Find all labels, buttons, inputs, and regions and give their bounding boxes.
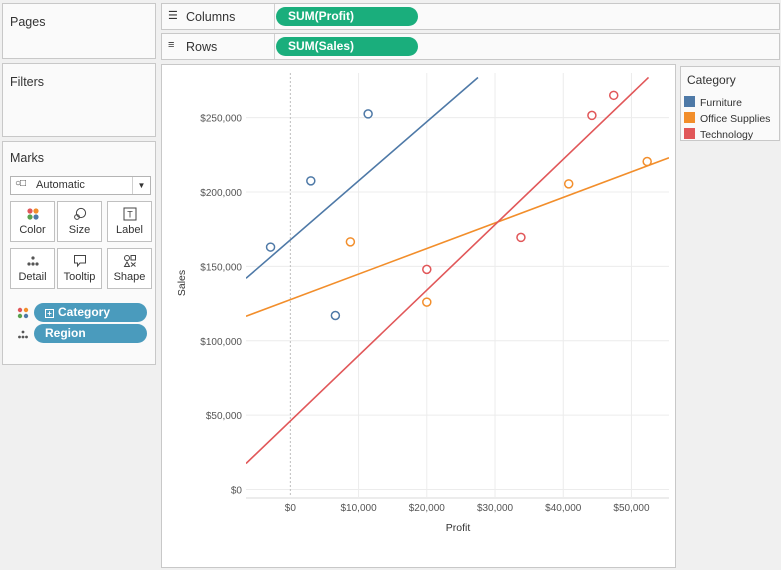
- rows-icon: ≡: [168, 39, 175, 51]
- x-tick-label: $40,000: [545, 503, 582, 514]
- marks-title: Marks: [10, 151, 45, 165]
- trend-line-furniture: [246, 76, 479, 279]
- shape-button-label: Shape: [113, 271, 146, 283]
- label-button[interactable]: T Label: [107, 201, 152, 242]
- label-T-icon: T: [108, 202, 151, 224]
- point-technology[interactable]: [516, 232, 526, 243]
- size-icon: [58, 202, 101, 224]
- point-furniture[interactable]: [265, 242, 276, 252]
- rows-shelf[interactable]: ≡ Rows SUM(Sales): [161, 33, 780, 60]
- x-tick-label: $30,000: [477, 503, 514, 514]
- columns-icon: ☰: [168, 10, 178, 22]
- category-field-label: Category: [58, 305, 111, 319]
- x-tick-label: $20,000: [409, 503, 446, 514]
- shelf-divider: [274, 34, 275, 59]
- category-field-pill[interactable]: + Category: [34, 303, 147, 322]
- marks-panel: Marks ○□ Automatic ▼ Color Size T Label …: [2, 141, 156, 365]
- point-technology[interactable]: [608, 90, 619, 101]
- color-button[interactable]: Color: [10, 201, 55, 242]
- point-furniture[interactable]: [363, 109, 373, 119]
- filters-panel: Filters: [2, 63, 156, 137]
- mark-type-value: Automatic: [36, 179, 85, 191]
- pages-title: Pages: [10, 15, 46, 29]
- size-button[interactable]: Size: [57, 201, 102, 242]
- point-office-supplies[interactable]: [422, 297, 432, 307]
- tooltip-bubble-icon: [58, 249, 101, 271]
- sales-row-pill[interactable]: SUM(Sales): [276, 37, 418, 56]
- detail-dots-icon: [11, 249, 54, 271]
- columns-label: Columns: [186, 10, 236, 24]
- legend-swatch: [684, 96, 695, 107]
- legend-swatch: [684, 128, 695, 139]
- legend-item-office-supplies[interactable]: Office Supplies: [684, 112, 770, 126]
- label-button-label: Label: [116, 224, 143, 236]
- pages-panel: Pages: [2, 3, 156, 59]
- point-office-supplies[interactable]: [345, 237, 356, 247]
- rows-label: Rows: [186, 40, 218, 54]
- point-furniture[interactable]: [306, 176, 316, 186]
- tooltip-button-label: Tooltip: [63, 271, 96, 283]
- color-button-label: Color: [19, 224, 46, 236]
- legend-label: Technology: [700, 129, 754, 141]
- y-tick-label: $200,000: [200, 188, 242, 199]
- y-tick-label: $0: [231, 486, 243, 497]
- svg-text:T: T: [127, 210, 133, 220]
- detail-button[interactable]: Detail: [10, 248, 55, 289]
- detail-encoding-icon: [17, 328, 29, 346]
- legend-item-technology[interactable]: Technology: [684, 128, 753, 142]
- legend-swatch: [684, 112, 695, 123]
- point-technology[interactable]: [587, 110, 597, 121]
- expand-plus-icon: +: [45, 309, 54, 318]
- scatter-chart[interactable]: $0 $50,000 $100,000 $150,000 $200,000 $250,00…: [162, 65, 675, 567]
- region-field-pill[interactable]: Region: [34, 324, 147, 343]
- x-tick-label: $10,000: [340, 503, 377, 514]
- point-office-supplies[interactable]: [642, 156, 652, 167]
- point-technology[interactable]: [422, 264, 432, 275]
- mark-type-dropdown[interactable]: ○□ Automatic ▼: [10, 176, 151, 195]
- chevron-down-icon[interactable]: ▼: [132, 177, 150, 194]
- tooltip-button[interactable]: Tooltip: [57, 248, 102, 289]
- point-furniture[interactable]: [330, 310, 341, 321]
- category-legend: Category Furniture Office Supplies Techn…: [680, 66, 780, 141]
- shelf-divider: [274, 4, 275, 29]
- x-tick-label: $50,000: [613, 503, 650, 514]
- chart-view: $0 $50,000 $100,000 $150,000 $200,000 $250,00…: [161, 64, 676, 568]
- x-tick-label: $0: [285, 503, 297, 514]
- columns-shelf[interactable]: ☰ Columns SUM(Profit): [161, 3, 780, 30]
- trend-line-office-supplies: [246, 157, 669, 317]
- color-dots-icon: [11, 202, 54, 224]
- color-encoding-icon: [17, 306, 29, 324]
- profit-pill-label: SUM(Profit): [288, 9, 354, 23]
- point-office-supplies[interactable]: [563, 179, 574, 189]
- legend-label: Office Supplies: [700, 113, 771, 125]
- y-tick-label: $150,000: [200, 262, 242, 273]
- mark-type-icon: ○□: [15, 178, 26, 189]
- size-button-label: Size: [68, 224, 91, 236]
- legend-label: Furniture: [700, 97, 743, 109]
- sales-pill-label: SUM(Sales): [288, 39, 355, 53]
- y-tick-label: $100,000: [200, 337, 242, 348]
- y-tick-label: $50,000: [206, 411, 243, 422]
- profit-column-pill[interactable]: SUM(Profit): [276, 7, 418, 26]
- trend-line-technology: [246, 76, 650, 465]
- region-field-label: Region: [45, 326, 86, 340]
- x-axis-title: Profit: [446, 522, 471, 534]
- y-axis-title: Sales: [176, 270, 188, 296]
- shape-button[interactable]: Shape: [107, 248, 152, 289]
- y-tick-label: $250,000: [200, 114, 242, 125]
- filters-title: Filters: [10, 75, 45, 89]
- shape-icon: [108, 249, 151, 271]
- legend-title: Category: [687, 73, 736, 87]
- legend-item-furniture[interactable]: Furniture: [684, 96, 742, 110]
- detail-button-label: Detail: [18, 271, 47, 283]
